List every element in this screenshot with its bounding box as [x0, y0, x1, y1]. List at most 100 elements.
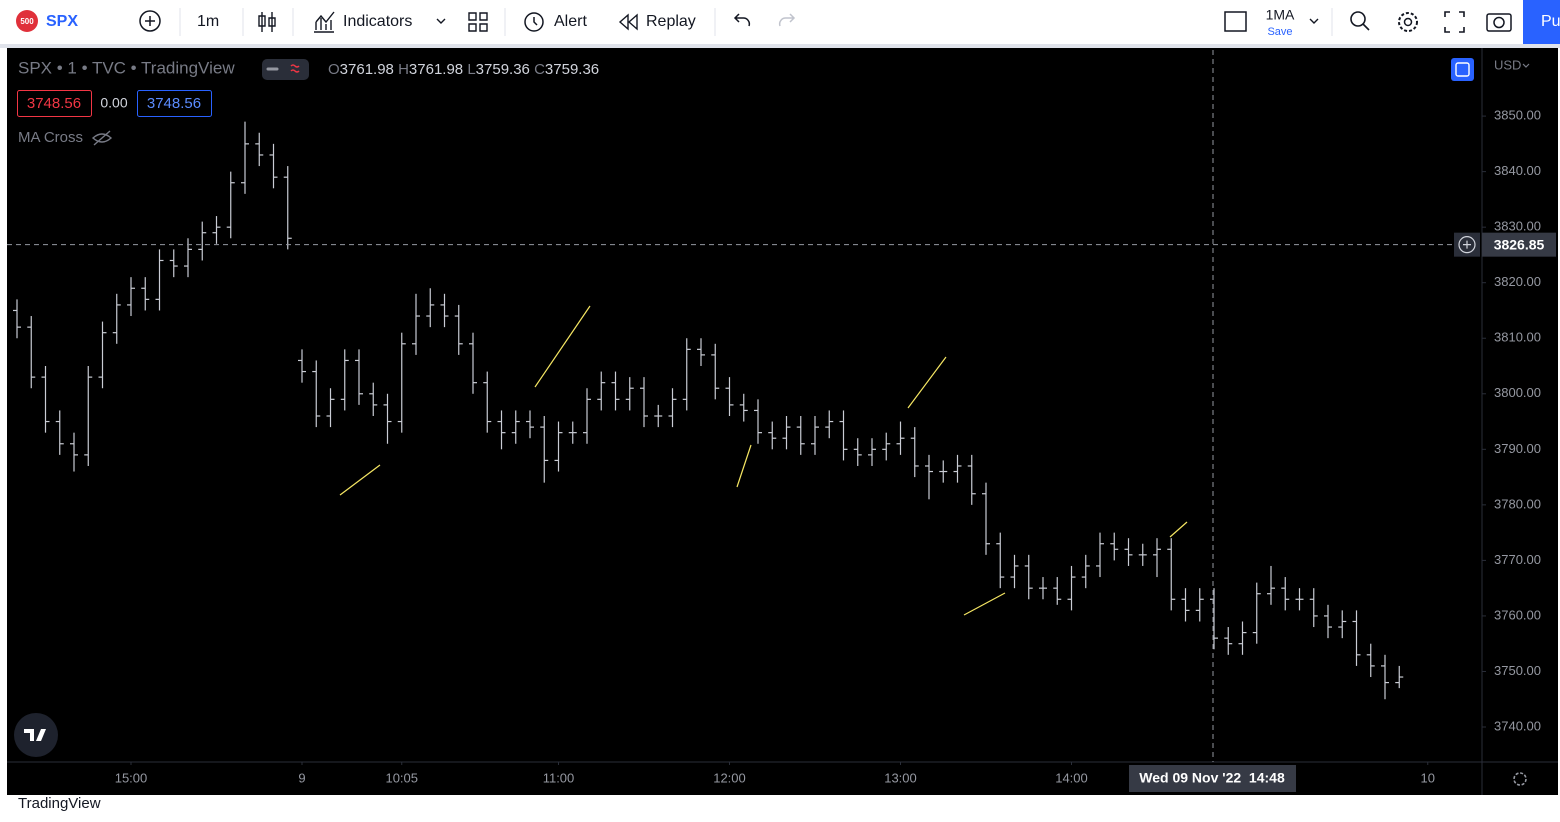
- ohlc-bar: [155, 249, 164, 311]
- ohlc-bar: [725, 377, 734, 416]
- dropdown[interactable]: [436, 18, 446, 24]
- y-tick-label: 3830.00: [1494, 219, 1541, 234]
- y-tick-label: 3750.00: [1494, 663, 1541, 678]
- trend-line: [1169, 521, 1188, 538]
- ohlc-bar: [1181, 588, 1190, 622]
- x-tick-label: 10: [1421, 770, 1435, 785]
- ohlc-bar: [483, 371, 492, 433]
- ohlc-bar: [1352, 610, 1361, 666]
- spread: 0.00: [100, 95, 127, 111]
- ohlc-bar: [882, 432, 891, 461]
- ohlc-bar: [1124, 538, 1133, 566]
- ohlc-bar: [27, 316, 36, 389]
- search[interactable]: [1350, 11, 1366, 27]
- ohlc-bar: [340, 349, 349, 411]
- chart-panel: [7, 48, 1558, 795]
- crosshair-price: 3826.85: [1494, 236, 1545, 252]
- ohlc-bar: [497, 410, 506, 450]
- logo[interactable]: [14, 713, 58, 757]
- replay[interactable]: Replay: [646, 13, 696, 30]
- ask-box[interactable]: [137, 90, 212, 117]
- symbol[interactable]: SPX: [46, 13, 78, 30]
- ohlc-legend: O3761.98 H3761.98 L3759.36 C3759.36: [328, 61, 599, 78]
- ohlc-bar: [1024, 554, 1033, 600]
- settings[interactable]: [1398, 12, 1418, 32]
- y-tick-label: 3810.00: [1494, 330, 1541, 345]
- publish: Pu: [1541, 13, 1560, 30]
- ohlc-bar: [1096, 532, 1104, 578]
- x-tick-label: 9: [298, 770, 305, 785]
- templates[interactable]: [468, 12, 488, 32]
- y-tick-label: 3770.00: [1494, 552, 1541, 567]
- interval[interactable]: 1m: [197, 13, 219, 30]
- trend-line: [339, 464, 381, 496]
- ohlc-bar: [782, 415, 791, 450]
- x-tick-label: 11:00: [543, 770, 575, 785]
- redo[interactable]: [778, 13, 796, 27]
- x-tick-label: 13:00: [884, 770, 917, 785]
- alert[interactable]: Alert: [554, 13, 587, 30]
- ohlc-bar: [383, 393, 392, 444]
- indicators[interactable]: Indicators: [343, 13, 412, 30]
- ohlc-bar: [1281, 577, 1290, 611]
- ohlc-bar: [127, 277, 135, 317]
- snapshot[interactable]: [1486, 13, 1512, 32]
- ohlc-bar: [796, 415, 805, 455]
- ohlc-bar: [1252, 582, 1261, 644]
- layout-name[interactable]: 1MA: [1266, 7, 1295, 23]
- auto-scale-icon: [1455, 62, 1470, 77]
- ohlc-bar: [1295, 588, 1304, 611]
- fullscreen[interactable]: [1444, 11, 1465, 33]
- ohlc-bar: [226, 171, 235, 239]
- replay-icon: [618, 13, 638, 31]
- ohlc-bar: [269, 143, 278, 189]
- ohlc-bar: [1224, 627, 1233, 655]
- ohlc-bar: [711, 343, 720, 400]
- ohlc-bar: [1381, 654, 1389, 700]
- ohlc-bar: [1010, 554, 1019, 589]
- c-label: C: [534, 61, 545, 78]
- ohlc-bar: [654, 404, 663, 428]
- axis-settings[interactable]: [1513, 772, 1527, 786]
- chart-type[interactable]: [258, 12, 276, 32]
- search-handle: [1362, 23, 1370, 31]
- legend-toggle[interactable]: [262, 59, 309, 80]
- indicators-icon: [314, 11, 335, 33]
- ohlc-bar: [853, 438, 862, 466]
- ohlc-bar: [640, 377, 648, 428]
- ohlc-bar: [212, 216, 221, 244]
- auto-scale[interactable]: [1451, 58, 1474, 81]
- settings-core: [1403, 17, 1413, 27]
- symbol-badge-circle[interactable]: [16, 10, 38, 32]
- snapshot-lens: [1493, 16, 1505, 29]
- ohlc-bar: [1324, 604, 1332, 639]
- h-label: H: [398, 61, 409, 78]
- y-tick-label: 3820.00: [1494, 274, 1541, 289]
- plot: [13, 121, 1404, 700]
- undo[interactable]: [733, 13, 751, 27]
- publish-button[interactable]: [1523, 0, 1560, 44]
- ohlc-bar: [355, 349, 363, 405]
- ohlc-bar: [896, 421, 905, 455]
- ohlc-bar: [982, 482, 990, 555]
- ohlc-bar: [1110, 532, 1119, 561]
- add-icon: [145, 16, 155, 26]
- currency[interactable]: USD: [1494, 57, 1521, 72]
- hidden-icon[interactable]: [91, 130, 113, 146]
- ohlc-bar: [568, 421, 577, 444]
- add-symbol[interactable]: [139, 10, 161, 32]
- dropdown[interactable]: [1309, 18, 1319, 24]
- layout-icon[interactable]: [1224, 11, 1247, 32]
- ohlc-bar: [811, 415, 819, 455]
- ohlc-bar: [1039, 577, 1047, 600]
- add-alert: [1458, 236, 1476, 254]
- toggle-wave: [290, 64, 300, 73]
- bid-box[interactable]: [17, 90, 92, 117]
- ohlc-bar: [469, 332, 477, 394]
- ohlc-bar: [1138, 543, 1147, 566]
- save[interactable]: Save: [1267, 26, 1292, 38]
- currency-dropdown[interactable]: [1522, 63, 1530, 68]
- ohlc-bar: [84, 366, 93, 466]
